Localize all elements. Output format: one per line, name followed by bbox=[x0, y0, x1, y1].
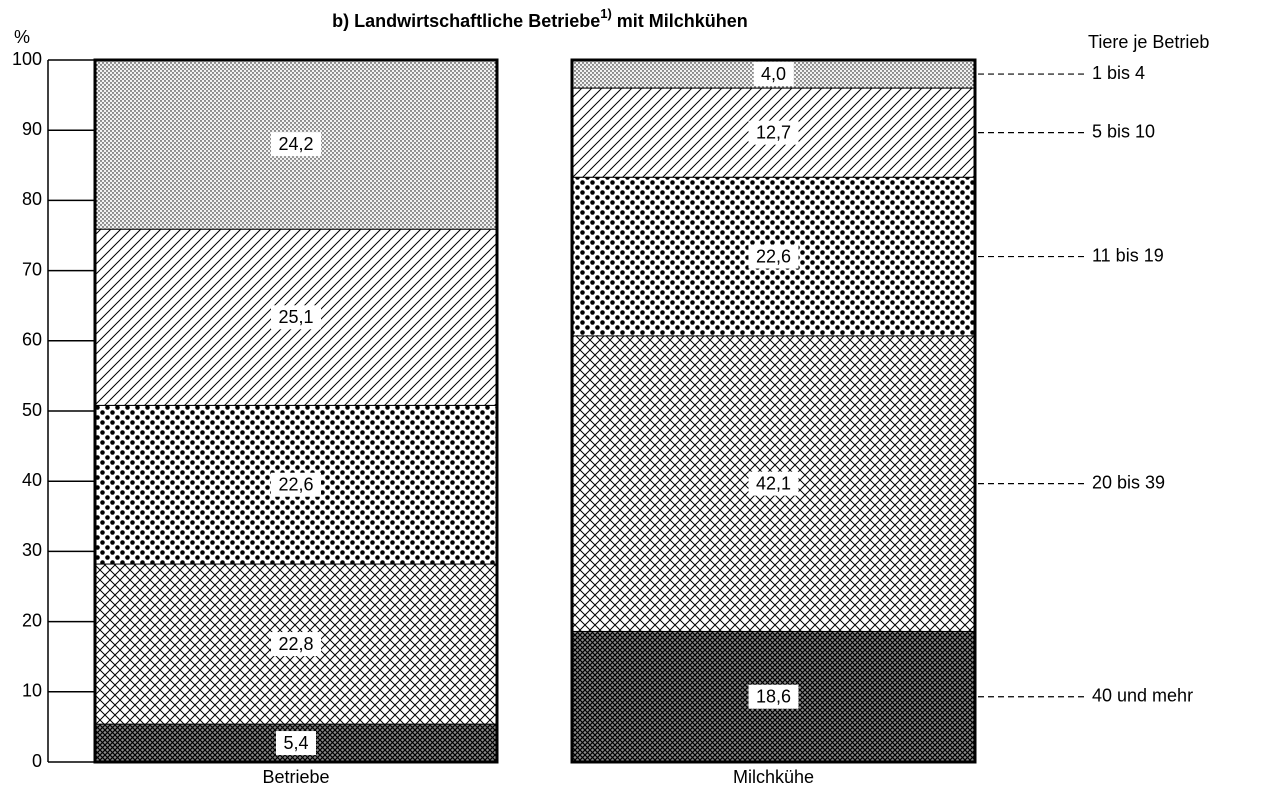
value-label: 24,2 bbox=[278, 134, 313, 154]
bar-outline bbox=[93, 58, 499, 764]
legend-label: 11 bis 19 bbox=[1092, 245, 1164, 265]
y-tick-label: 60 bbox=[22, 330, 42, 350]
value-label: 12,7 bbox=[756, 122, 791, 142]
value-label-box bbox=[748, 120, 799, 145]
value-label: 22,6 bbox=[756, 246, 791, 266]
value-label-box bbox=[748, 471, 799, 496]
legend-label: 1 bis 4 bbox=[1092, 63, 1145, 83]
y-tick-label: 40 bbox=[22, 470, 42, 490]
chart-title: b) Landwirtschaftliche Betriebe1) mit Mil… bbox=[332, 6, 748, 30]
bar-outline bbox=[570, 58, 977, 764]
value-label: 22,6 bbox=[278, 474, 313, 494]
y-tick-label: 90 bbox=[22, 119, 42, 139]
title-footnote: 1) bbox=[600, 6, 612, 21]
value-label: 4,0 bbox=[761, 64, 786, 84]
value-label: 22,8 bbox=[278, 634, 313, 654]
y-tick-label: 50 bbox=[22, 400, 42, 420]
y-tick-label: 80 bbox=[22, 189, 42, 209]
legend-title: Tiere je Betrieb bbox=[1088, 32, 1209, 52]
value-label: 18,6 bbox=[756, 686, 791, 706]
y-tick-label: 20 bbox=[22, 610, 42, 630]
value-label: 25,1 bbox=[278, 307, 313, 327]
y-tick-label: 10 bbox=[22, 681, 42, 701]
value-label-box bbox=[271, 305, 321, 330]
x-tick-label: Betriebe bbox=[262, 767, 329, 787]
value-label-box bbox=[276, 731, 316, 756]
value-label: 42,1 bbox=[756, 473, 791, 493]
value-label-box bbox=[753, 62, 794, 87]
value-label-box bbox=[271, 132, 321, 157]
y-tick-label: 70 bbox=[22, 259, 42, 279]
bar-segment bbox=[571, 176, 976, 337]
value-label: 5,4 bbox=[283, 733, 308, 753]
x-tick-label: Milchkühe bbox=[733, 767, 814, 787]
value-label-box bbox=[271, 632, 321, 657]
y-tick-label: 30 bbox=[22, 540, 42, 560]
legend-label: 40 und mehr bbox=[1092, 685, 1193, 705]
y-tick-label: 100 bbox=[12, 49, 42, 69]
legend-label: 20 bis 39 bbox=[1092, 472, 1165, 492]
legend-label: 5 bis 10 bbox=[1092, 121, 1155, 141]
value-label-box bbox=[748, 684, 799, 709]
value-label-box bbox=[271, 472, 321, 497]
value-label-box bbox=[748, 244, 799, 269]
y-axis-label: % bbox=[14, 27, 30, 47]
y-tick-label: 0 bbox=[32, 751, 42, 771]
title-main: b) Landwirtschaftliche Betriebe bbox=[332, 11, 600, 31]
title-end: mit Milchkühen bbox=[617, 11, 748, 31]
